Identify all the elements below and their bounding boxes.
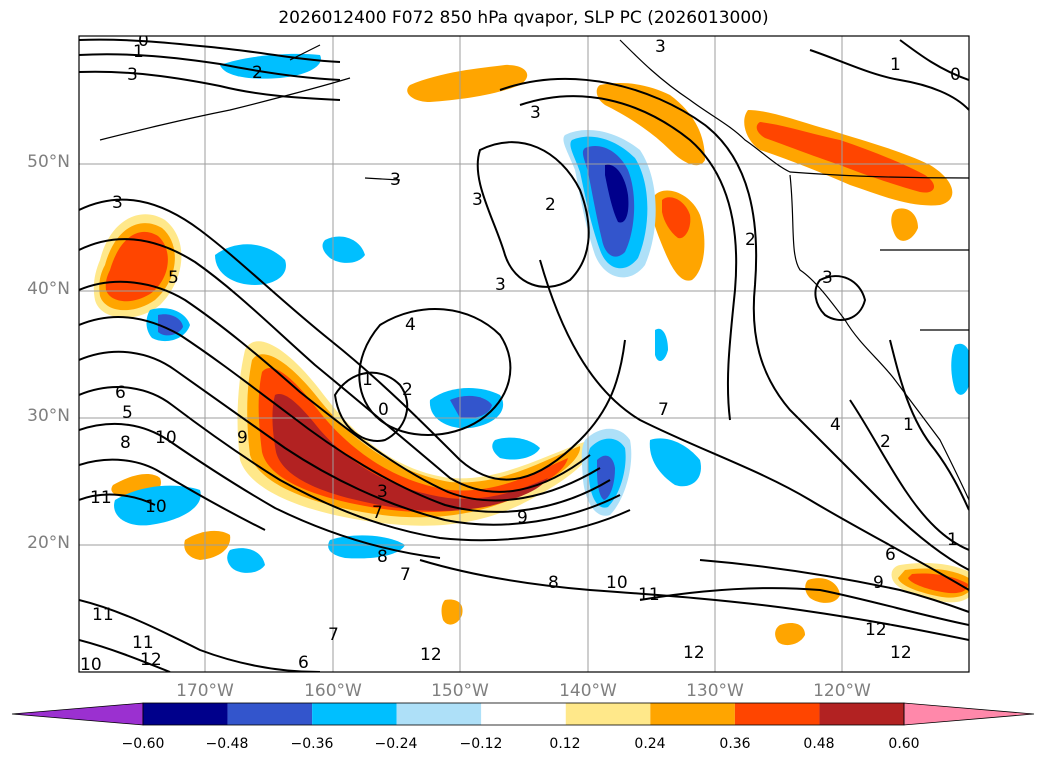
colorbar-swatch xyxy=(481,703,566,725)
contour-label: 2 xyxy=(745,230,756,250)
coastlines xyxy=(99,39,969,501)
contour-label: 8 xyxy=(120,433,131,453)
contour-label: 11 xyxy=(92,605,114,625)
contour-label: 11 xyxy=(132,633,154,653)
contour-label: 1 xyxy=(133,42,144,62)
contour-label: 11 xyxy=(90,488,112,508)
contour-label: 5 xyxy=(168,268,179,288)
lat-label-50n: 50°N xyxy=(27,152,70,172)
contour-label: 9 xyxy=(517,508,528,528)
colorbar-swatch xyxy=(227,703,313,725)
colorbar-swatch xyxy=(143,703,228,725)
colorbar-tick: 0.48 xyxy=(803,736,835,752)
colorbar-swatch xyxy=(312,703,397,725)
contour-label: 3 xyxy=(377,482,388,502)
colorbar-frame xyxy=(142,702,905,726)
contour-label: 0 xyxy=(138,31,149,51)
contour-label: 3 xyxy=(112,193,123,213)
colorbar xyxy=(11,702,1035,726)
contour-label: 2 xyxy=(545,195,556,215)
contour-label: 0 xyxy=(950,65,961,85)
colorbar-swatch xyxy=(734,703,820,725)
contour-label: 3 xyxy=(495,275,506,295)
lat-label-30n: 30°N xyxy=(27,406,70,426)
lon-label-140w: 140°W xyxy=(559,681,617,701)
contour-label: 12 xyxy=(420,645,442,665)
contour-label: 10 xyxy=(80,655,102,675)
colorbar-tick: 0.24 xyxy=(634,736,666,752)
contour-label: 3 xyxy=(530,103,541,123)
contour-label: 12 xyxy=(683,643,705,663)
contour-label: 1 xyxy=(362,370,373,390)
colorbar-tick: 0.36 xyxy=(719,736,751,752)
contour-label: 10 xyxy=(155,428,177,448)
colorbar-swatch xyxy=(565,703,651,725)
lat-label-40n: 40°N xyxy=(27,279,70,299)
contour-label: 8 xyxy=(548,573,559,593)
colorbar-swatch xyxy=(650,703,735,725)
colorbar-tick: 0.12 xyxy=(549,736,581,752)
contour-labels: 1 0 3 2 3 3 3 2 3 3 5 3 4 1 2 0 6 5 8 10… xyxy=(80,31,961,675)
contour-label: 11 xyxy=(638,585,660,605)
contour-label: 6 xyxy=(885,545,896,565)
contour-label: 3 xyxy=(390,170,401,190)
lon-label-120w: 120°W xyxy=(813,681,871,701)
contour-label: 7 xyxy=(400,565,411,585)
contour-label: 3 xyxy=(472,190,483,210)
contour-label: 12 xyxy=(865,620,887,640)
contour-label: 10 xyxy=(145,497,167,517)
graticule xyxy=(79,36,969,672)
lon-label-130w: 130°W xyxy=(686,681,744,701)
lat-label-20n: 20°N xyxy=(27,533,70,553)
contour-label: 8 xyxy=(377,547,388,567)
colorbar-tick: 0.60 xyxy=(888,736,920,752)
colorbar-swatch xyxy=(819,703,904,725)
contour-label: 6 xyxy=(115,383,126,403)
lon-label-160w: 160°W xyxy=(304,681,362,701)
contour-label: 2 xyxy=(880,432,891,452)
colorbar-tick: −0.36 xyxy=(290,736,334,752)
contour-label: 3 xyxy=(822,268,833,288)
lon-label-150w: 150°W xyxy=(431,681,489,701)
contour-label: 3 xyxy=(127,65,138,85)
contour-label: 7 xyxy=(372,503,383,523)
contour-label: 3 xyxy=(655,37,666,57)
colorbar-swatch xyxy=(396,703,482,725)
contour-label: 7 xyxy=(328,625,339,645)
contour-label: 4 xyxy=(405,315,416,335)
contour-label: 5 xyxy=(122,403,133,423)
chart-title: 2026012400 F072 850 hPa qvapor, SLP PC (… xyxy=(278,8,769,28)
colorbar-tick: −0.12 xyxy=(459,736,503,752)
plot-frame xyxy=(78,35,970,673)
contour-label: 6 xyxy=(298,653,309,673)
colorbar-tick: −0.24 xyxy=(374,736,418,752)
contour-label: 1 xyxy=(890,55,901,75)
contour-label: 1 xyxy=(947,530,958,550)
lon-label-170w: 170°W xyxy=(176,681,234,701)
contour-label: 0 xyxy=(378,400,389,420)
colorbar-tick: −0.48 xyxy=(205,736,249,752)
contour-label: 4 xyxy=(830,415,841,435)
contour-label: 12 xyxy=(890,643,912,663)
contour-label: 2 xyxy=(252,63,263,83)
contour-label: 2 xyxy=(402,380,413,400)
contour-label: 10 xyxy=(606,573,628,593)
contour-label: 9 xyxy=(873,573,884,593)
colorbar-extend-low xyxy=(11,702,144,726)
slp-contours xyxy=(79,38,969,672)
contour-label: 7 xyxy=(658,400,669,420)
colorbar-extend-high xyxy=(903,702,1035,726)
colorbar-tick: −0.60 xyxy=(121,736,165,752)
contour-label: 1 xyxy=(903,415,914,435)
contour-label: 12 xyxy=(140,650,162,670)
contour-label: 9 xyxy=(237,428,248,448)
